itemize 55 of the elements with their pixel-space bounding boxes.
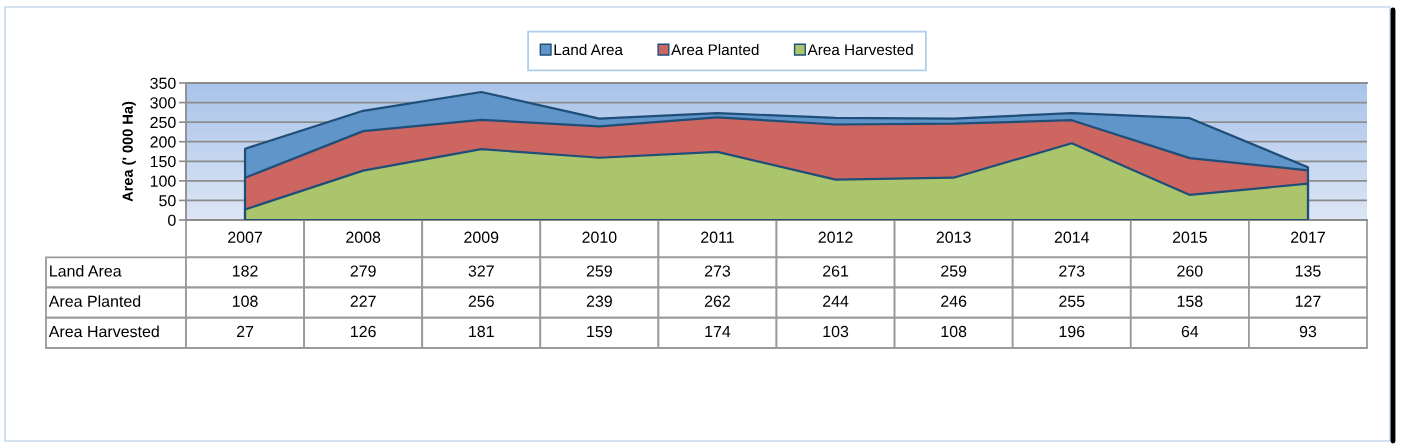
data-label: 174: [705, 326, 731, 338]
data-label: 182: [232, 265, 258, 277]
data-label: 259: [586, 265, 612, 277]
data-label: 273: [1059, 265, 1085, 277]
data-label: 159: [587, 325, 612, 338]
x-tick-label: 2009: [464, 231, 499, 243]
y-tick-label: 100: [150, 175, 176, 187]
text: Area Harvested: [48, 325, 159, 338]
data-label: 158: [1177, 295, 1203, 307]
y-tick-label: 0: [168, 214, 176, 226]
x-tick-label: 2012: [818, 231, 853, 243]
x-tick-label: 2013: [936, 231, 971, 243]
y-tick-label: 200: [150, 136, 176, 148]
data-label: 93: [1299, 325, 1317, 338]
text: Land Area: [50, 264, 122, 277]
x-tick-label: 2007: [228, 231, 263, 243]
x-tick-label: 2010: [582, 231, 617, 243]
y-tick-label: 300: [150, 97, 176, 109]
data-label: 108: [941, 325, 967, 338]
data-label: 181: [469, 325, 494, 338]
legend-label: Area Planted: [671, 43, 759, 56]
data-label: 259: [941, 265, 967, 277]
text: Area Planted: [48, 295, 141, 307]
data-label: 261: [823, 265, 849, 277]
data-label: 127: [1295, 295, 1321, 307]
data-label: 246: [941, 295, 967, 307]
data-label: 108: [232, 295, 258, 307]
x-tick-label: 2011: [701, 231, 734, 243]
data-label: 103: [823, 325, 849, 338]
x-tick-label: 2014: [1054, 231, 1090, 243]
legend-label: Land Area: [554, 43, 623, 56]
y-tick-label: 350: [150, 77, 176, 89]
data-label: 327: [468, 265, 494, 277]
data-label: 135: [1295, 265, 1321, 277]
data-label: 256: [468, 295, 494, 307]
x-tick-label: 2015: [1172, 231, 1207, 243]
data-label: 64: [1181, 325, 1199, 338]
y-tick-label: 250: [150, 116, 176, 129]
x-tick-label: 2008: [346, 231, 381, 243]
data-label: 260: [1177, 265, 1203, 277]
data-label: 27: [236, 325, 254, 338]
data-label: 262: [704, 295, 730, 307]
data-label: 244: [823, 295, 849, 307]
y-tick-label: 50: [159, 195, 176, 207]
data-label: 255: [1059, 295, 1085, 307]
data-label: 239: [586, 295, 612, 307]
y-tick-label: 150: [150, 155, 176, 168]
x-tick-label: 2017: [1290, 231, 1325, 243]
y-axis-title: Area (' 000 Ha): [122, 101, 136, 202]
data-label: 227: [350, 295, 376, 307]
data-label: 126: [351, 325, 376, 338]
legend-label: Area Harvested: [807, 43, 913, 56]
data-label: 273: [704, 265, 731, 277]
data-label: 279: [350, 265, 376, 277]
data-label: 196: [1059, 325, 1085, 338]
